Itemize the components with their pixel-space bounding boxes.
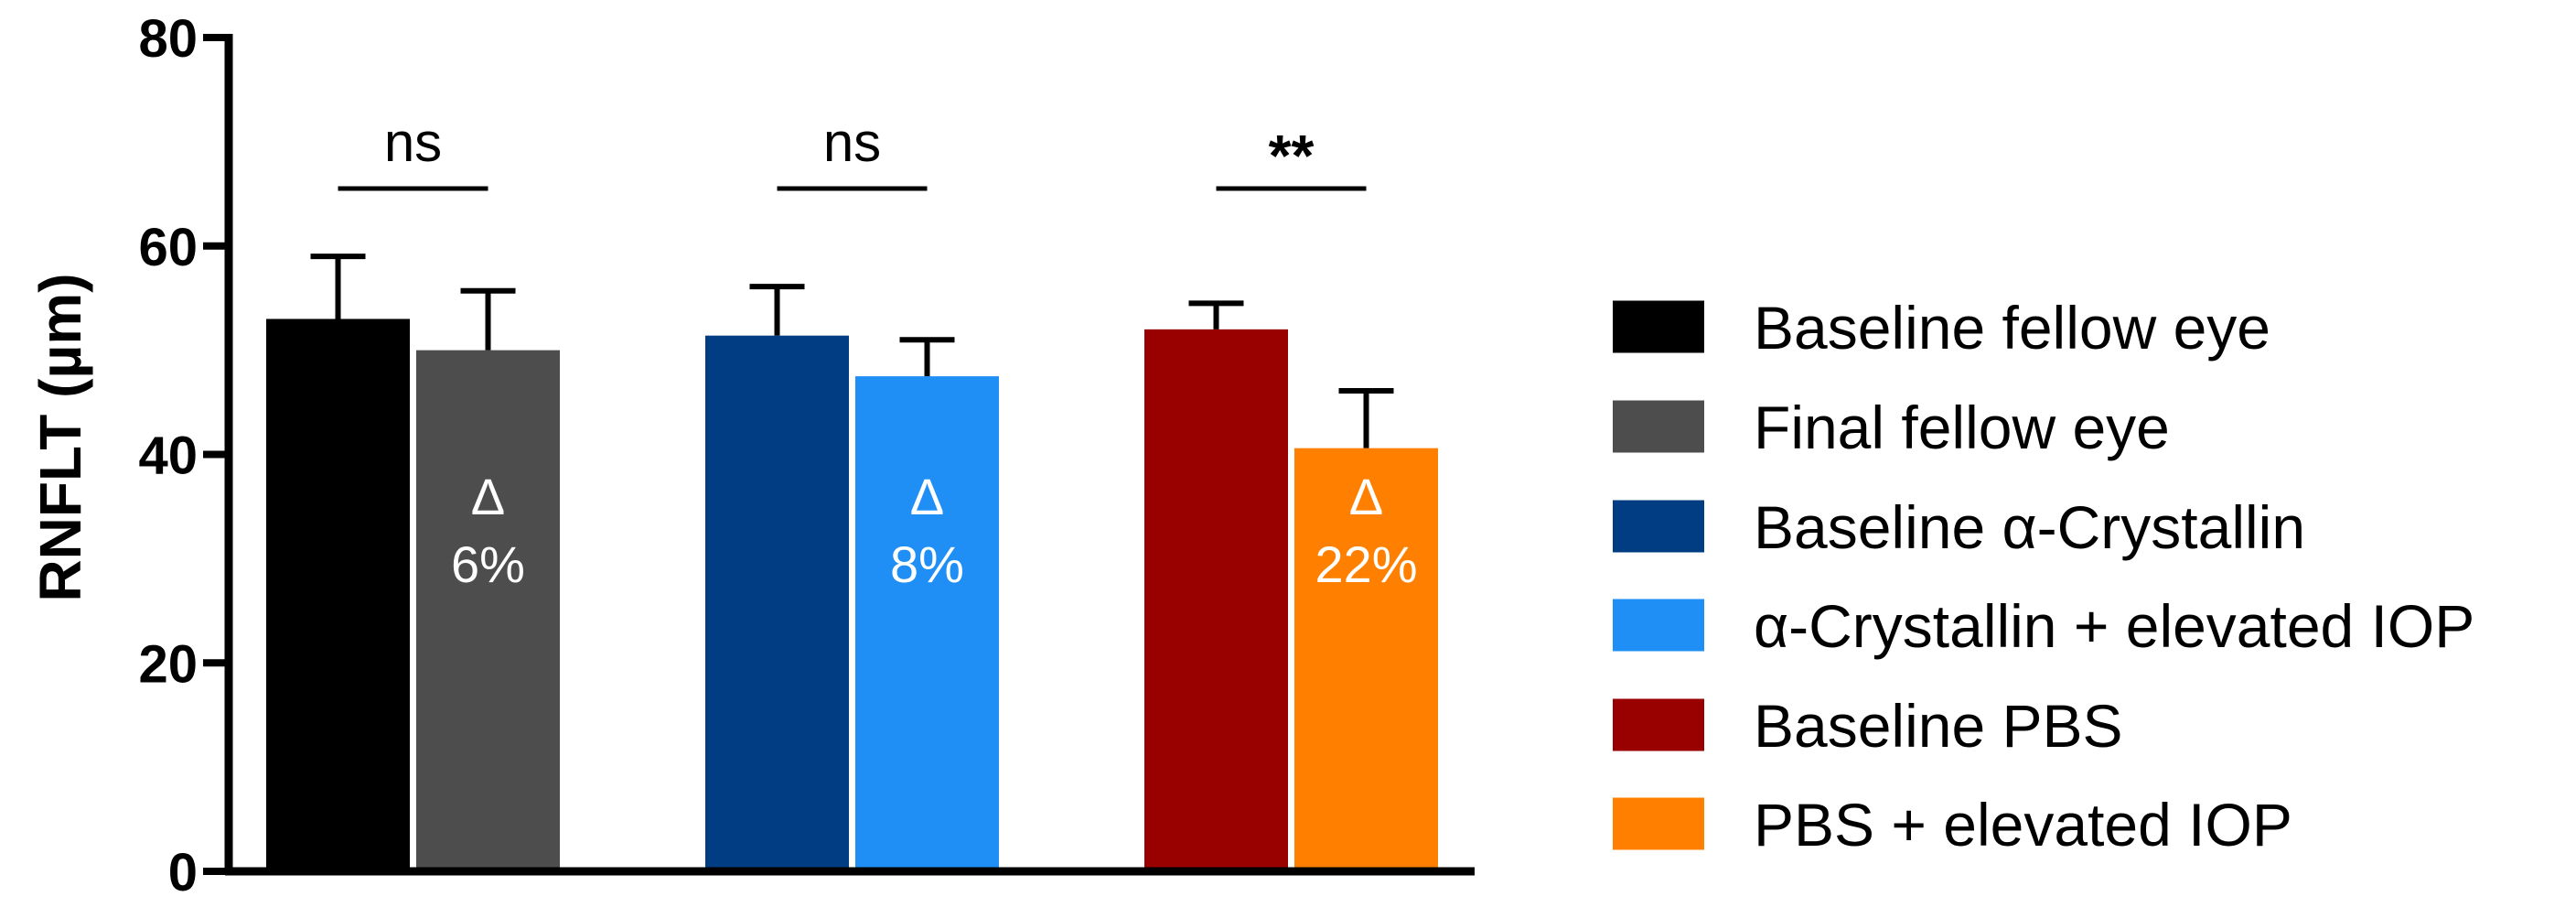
bar (416, 350, 560, 871)
legend-label: Final fellow eye (1754, 394, 2170, 461)
y-tick-label: 80 (138, 9, 198, 69)
bar (855, 376, 999, 871)
delta-symbol: Δ (1349, 468, 1383, 525)
legend-label: α-Crystallin + elevated IOP (1754, 592, 2474, 660)
significance-label: ns (384, 112, 442, 173)
delta-symbol: Δ (910, 468, 944, 525)
bar (266, 319, 410, 871)
y-tick-label: 40 (138, 427, 198, 486)
legend-swatch (1613, 698, 1704, 751)
significance-label: ** (1269, 123, 1315, 189)
delta-symbol: Δ (471, 468, 505, 525)
legend-label: Baseline PBS (1754, 692, 2123, 760)
significance-markers: ns Δ 6% ns Δ 8% ** Δ 22% (338, 112, 1418, 593)
legend-swatch (1613, 599, 1704, 652)
bar (1294, 448, 1438, 871)
delta-percent: 8% (890, 535, 964, 593)
bar (705, 335, 849, 871)
delta-percent: 22% (1315, 535, 1417, 593)
bar (1144, 329, 1288, 872)
legend-label: Baseline α-Crystallin (1754, 493, 2305, 561)
y-tick-label: 0 (168, 843, 198, 902)
y-tick-label: 20 (138, 634, 198, 694)
y-axis-ticks: 0 20 40 60 80 (138, 9, 229, 902)
legend-label: PBS + elevated IOP (1754, 791, 2292, 859)
y-tick-label: 60 (138, 218, 198, 277)
legend-swatch (1613, 500, 1704, 553)
significance-label: ns (823, 112, 881, 173)
delta-percent: 6% (451, 535, 525, 593)
legend-swatch (1613, 400, 1704, 453)
bars (266, 254, 1438, 872)
legend: Baseline fellow eye Final fellow eye Basel… (1613, 294, 2474, 859)
y-axis-label: RNFLT (µm) (27, 273, 93, 601)
legend-swatch (1613, 300, 1704, 353)
legend-label: Baseline fellow eye (1754, 294, 2270, 362)
axes (224, 34, 1475, 876)
legend-swatch (1613, 797, 1704, 850)
